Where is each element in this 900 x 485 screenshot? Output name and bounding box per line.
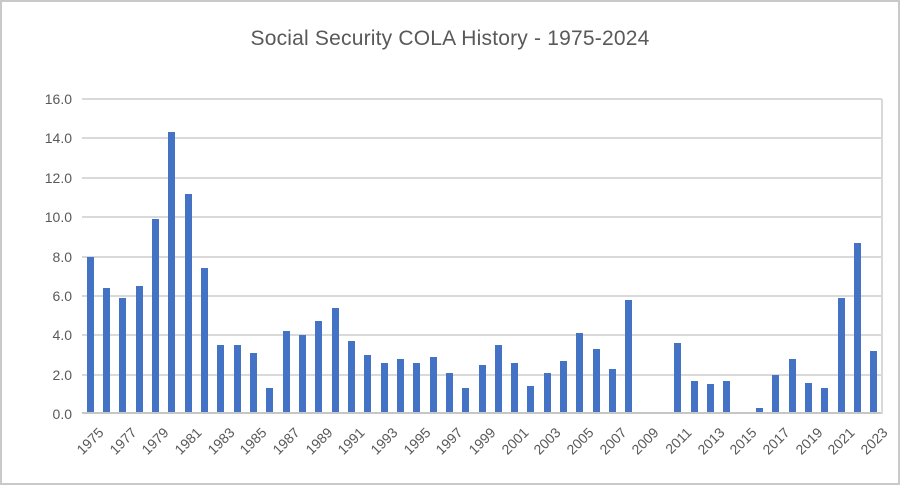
bar-1997 [445, 372, 453, 414]
bar-1988 [298, 335, 306, 414]
y-axis-tick-label-8.0: 8.0 [52, 248, 72, 265]
x-axis-line [82, 412, 882, 414]
bar-2008 [625, 299, 633, 414]
bar-1993 [380, 362, 388, 414]
y-axis-tick-label-16.0: 16.0 [44, 91, 72, 107]
bar-1981 [184, 193, 192, 414]
y-axis-tick-label-6.0: 6.0 [52, 287, 72, 304]
y-axis-tick-label-10.0: 10.0 [44, 209, 72, 226]
gridline-10.0 [82, 216, 882, 219]
y-axis-tick-label-4.0: 4.0 [52, 327, 72, 344]
gridline-16.0 [82, 98, 882, 100]
gridline-14.0 [82, 137, 882, 140]
bar-1980 [168, 132, 176, 414]
bar-2007 [609, 368, 617, 414]
bar-1999 [478, 364, 486, 414]
bar-2017 [772, 374, 780, 414]
bar-1992 [364, 354, 372, 414]
bar-1975 [86, 256, 94, 414]
gridline-8.0 [82, 255, 882, 258]
bar-1991 [347, 341, 355, 414]
gridline-12.0 [82, 176, 882, 179]
bar-1984 [233, 345, 241, 414]
bar-2021 [837, 297, 845, 414]
bar-2013 [707, 384, 715, 414]
bar-2012 [690, 380, 698, 414]
plot-right-border [881, 99, 883, 414]
bar-1998 [462, 388, 470, 414]
bar-1987 [282, 331, 290, 414]
bar-1978 [135, 286, 143, 414]
bar-1976 [102, 288, 110, 414]
bar-2014 [723, 380, 731, 414]
bar-2020 [821, 388, 829, 414]
bar-2011 [674, 343, 682, 414]
bar-2018 [788, 358, 796, 414]
y-axis-tick-label-12.0: 12.0 [44, 169, 72, 186]
bar-2000 [494, 345, 502, 414]
bar-2016 [756, 408, 764, 414]
bar-2006 [592, 349, 600, 414]
bar-2001 [511, 362, 519, 414]
bar-1985 [249, 352, 257, 414]
chart-title: Social Security COLA History - 1975-2024 [250, 27, 650, 50]
bar-1990 [331, 307, 339, 414]
bar-1982 [200, 268, 208, 414]
bar-1977 [119, 297, 127, 414]
bar-1983 [217, 345, 225, 414]
gridline-4.0 [82, 334, 882, 337]
bar-1995 [413, 362, 421, 414]
bar-1986 [266, 388, 274, 414]
y-axis-tick-label-2.0: 2.0 [52, 366, 72, 383]
bar-2023 [870, 351, 878, 414]
bar-1994 [396, 358, 404, 414]
bar-2003 [543, 372, 551, 414]
bar-2005 [576, 333, 584, 414]
bar-2019 [805, 382, 813, 414]
y-axis-tick-label-14.0: 14.0 [44, 130, 72, 147]
bar-2022 [854, 242, 861, 414]
gridline-6.0 [82, 294, 882, 297]
y-axis-tick-label-0.0: 0.0 [52, 406, 72, 422]
bar-1979 [151, 219, 159, 414]
bar-1996 [429, 356, 437, 414]
bar-2002 [527, 386, 535, 414]
plot-area [82, 98, 883, 414]
bar-2004 [560, 360, 568, 414]
bar-1989 [315, 321, 323, 414]
